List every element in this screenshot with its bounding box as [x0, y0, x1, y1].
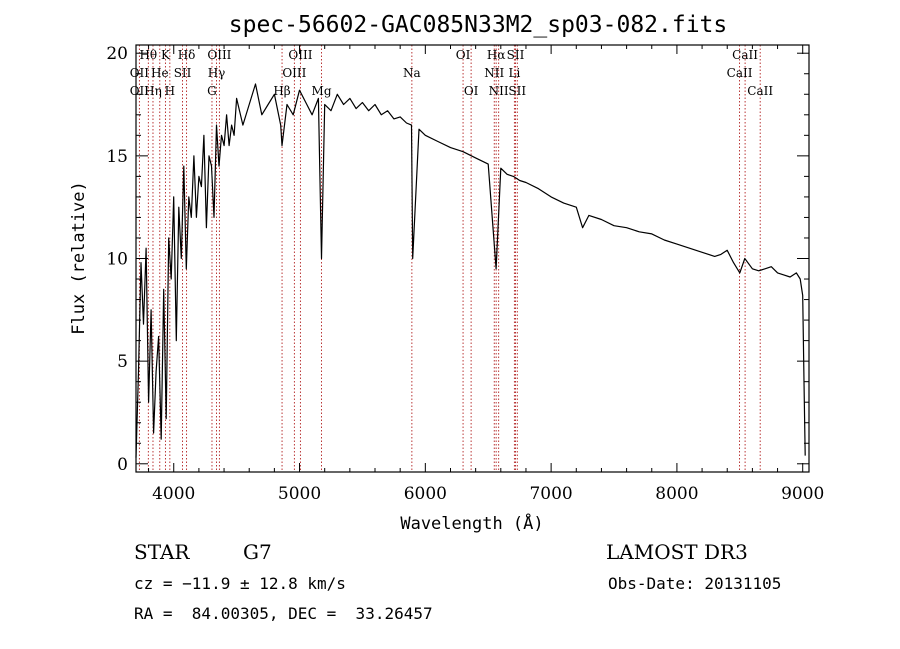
line-label: CaII [727, 66, 753, 80]
line-label: OII [130, 66, 150, 80]
line-label: SII [507, 48, 525, 62]
line-label: G [207, 84, 217, 98]
redshift-value: cz = −11.9 ± 12.8 km/s [134, 574, 346, 593]
line-label: OII [130, 84, 150, 98]
chart-title: spec-56602-GAC085N33M2_sp03-082.fits [229, 12, 728, 38]
line-label: Hθ [139, 48, 157, 62]
line-label: K [161, 48, 171, 62]
line-label: Li [508, 66, 520, 80]
spectral-subclass: G7 [243, 540, 272, 564]
line-label: SII [174, 66, 192, 80]
line-label: Mg [312, 84, 332, 98]
x-tick-label: 5000 [278, 484, 321, 504]
coordinates: RA = 84.00305, DEC = 33.26457 [134, 604, 433, 623]
x-tick-label: 6000 [404, 484, 447, 504]
line-label: Hδ [178, 48, 196, 62]
y-tick-label: 10 [106, 250, 128, 270]
plot-frame [135, 44, 810, 473]
spectral-line-markers [138, 45, 761, 472]
line-label: Na [403, 66, 421, 80]
line-label: OIII [288, 48, 312, 62]
line-label: OIII [207, 48, 231, 62]
line-label: CaII [732, 48, 758, 62]
line-label: Hγ [208, 66, 226, 80]
y-tick-label: 15 [106, 147, 128, 167]
line-label: He [151, 66, 169, 80]
survey-name: LAMOST DR3 [606, 540, 748, 564]
x-tick-label: 9000 [781, 484, 824, 504]
line-label: Hα [487, 48, 506, 62]
line-label: H [165, 84, 175, 98]
line-label: SII [508, 84, 526, 98]
spectrum-line [135, 83, 806, 458]
x-tick-label: 4000 [152, 484, 195, 504]
y-tick-label: 5 [117, 352, 128, 372]
line-label: Hη [144, 84, 162, 98]
y-tick-label: 0 [117, 455, 128, 475]
y-axis-label: Flux (relative) [69, 181, 89, 335]
line-label: OIII [282, 66, 306, 80]
y-tick-label: 20 [106, 44, 128, 64]
x-tick-label: 8000 [655, 484, 698, 504]
line-label: OI [456, 48, 471, 62]
line-label: Hβ [273, 84, 290, 98]
line-label: OI [464, 84, 479, 98]
line-label: NII [484, 66, 504, 80]
axis-ticks: 4000 5000 6000 7000 8000 9000 0 5 10 15 20 [106, 44, 824, 504]
line-label: CaII [747, 84, 773, 98]
line-label: NII [489, 84, 509, 98]
x-tick-label: 7000 [529, 484, 572, 504]
observation-date: Obs-Date: 20131105 [608, 574, 782, 593]
object-class: STAR [134, 540, 190, 564]
x-axis-label: Wavelength (Å) [400, 512, 543, 534]
